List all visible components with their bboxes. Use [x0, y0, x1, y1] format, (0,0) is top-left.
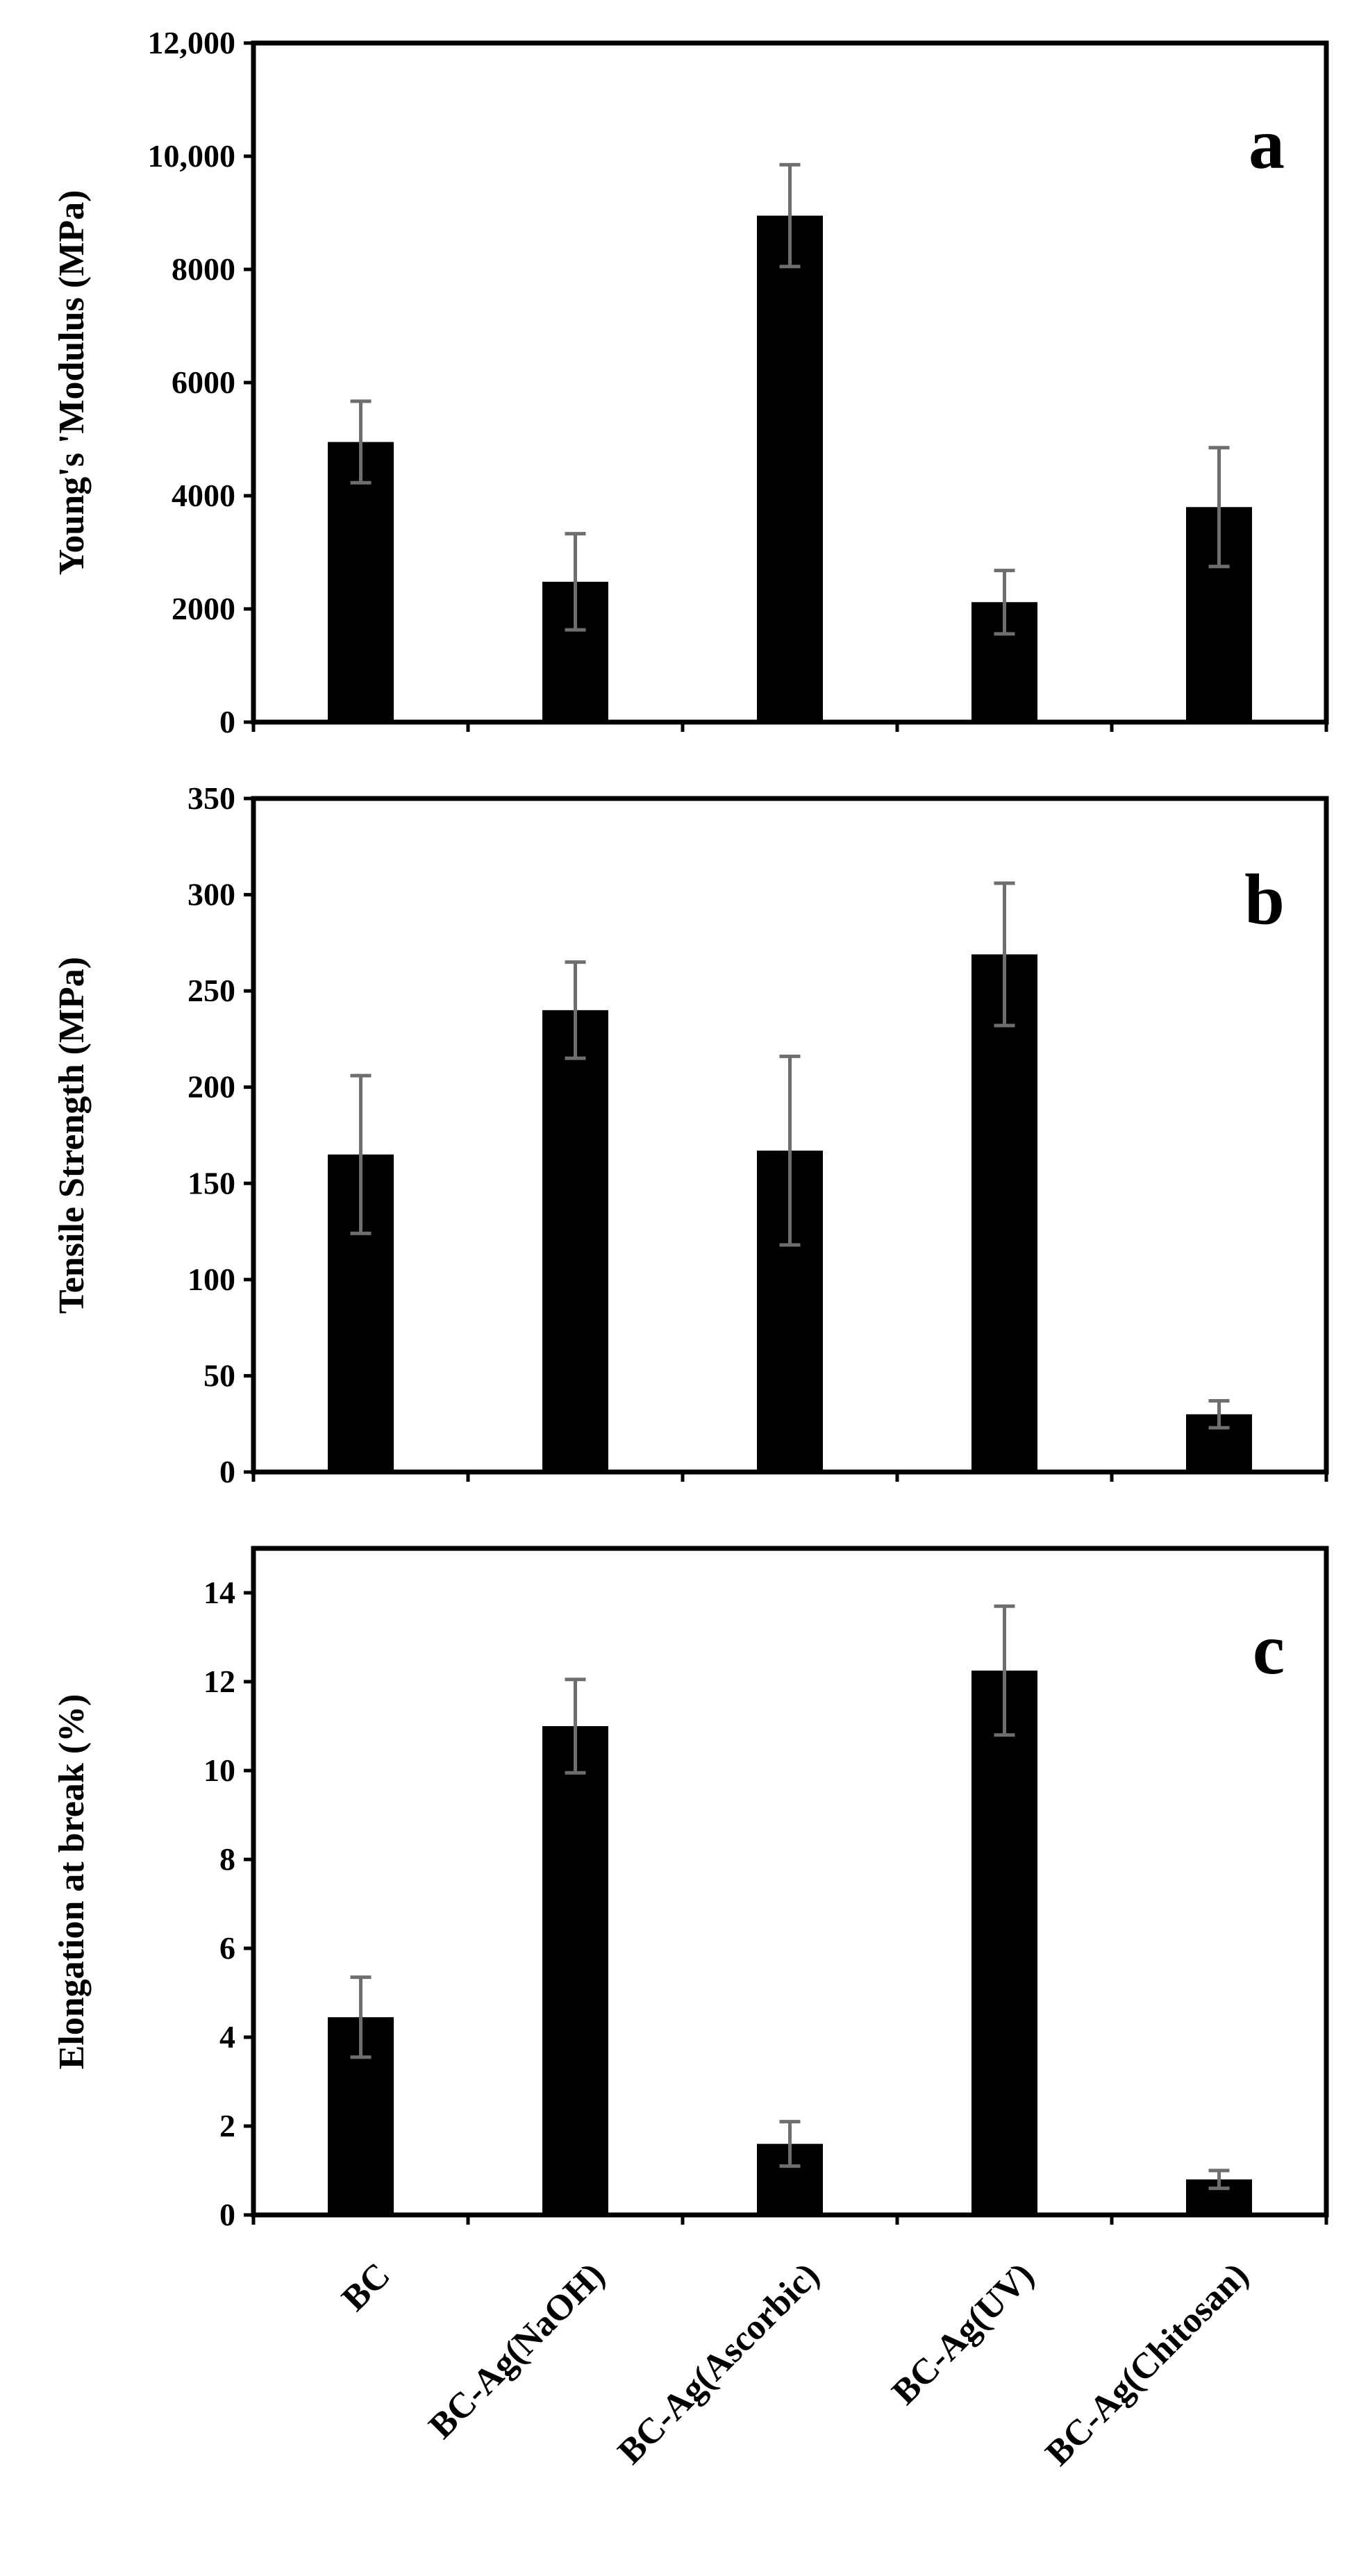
- chart-panel-a: 0 2000 4000 6000 8000 10,000 12,000 a Young's 'M…: [52, 25, 1329, 739]
- y-tick-label: 14: [203, 1575, 235, 1610]
- error-bar-b-2: [779, 1054, 801, 1247]
- error-bar-c-2: [779, 2120, 801, 2168]
- error-bar-c-1: [565, 1678, 586, 1775]
- bar-b-1: [542, 1010, 608, 1472]
- error-bar-a-4: [1208, 446, 1230, 569]
- y-axis-title-c: Elongation at break (%): [52, 1694, 92, 2070]
- y-axis-title-b: Tensile Strength (MPa): [52, 957, 92, 1314]
- y-tick-label: 300: [187, 877, 235, 912]
- y-tick-label: 250: [187, 973, 235, 1008]
- error-bar-c-3: [994, 1604, 1015, 1737]
- error-bar-b-0: [350, 1073, 372, 1235]
- error-bar-a-3: [994, 569, 1015, 636]
- error-bar-a-1: [565, 532, 586, 632]
- y-tick-label: 0: [219, 1454, 235, 1489]
- y-tick-label: 8: [219, 1841, 235, 1877]
- error-bar-b-3: [994, 881, 1015, 1028]
- y-tick-label: 150: [187, 1165, 235, 1201]
- y-tick-label: 8000: [172, 251, 235, 287]
- y-tick-label: 4000: [172, 478, 235, 513]
- y-tick-label: 10: [203, 1753, 235, 1788]
- bar-a-0: [328, 442, 394, 722]
- y-tick-label: 12,000: [148, 25, 236, 60]
- y-tick-label: 350: [187, 780, 235, 816]
- y-tick-label: 50: [203, 1357, 235, 1393]
- error-bar-a-2: [779, 162, 801, 269]
- bar-a-2: [757, 215, 823, 722]
- y-tick-label: 2000: [172, 591, 235, 626]
- error-bar-c-0: [350, 1975, 372, 2059]
- y-tick-label: 100: [187, 1262, 235, 1297]
- y-tick-label: 0: [219, 704, 235, 739]
- bar-c-1: [542, 1726, 608, 2215]
- y-tick-label: 2: [219, 2108, 235, 2143]
- error-bar-b-1: [565, 960, 586, 1060]
- bar-c-3: [971, 1671, 1037, 2215]
- error-bar-c-4: [1208, 2168, 1230, 2191]
- panel-label-c: c: [1253, 1609, 1285, 1689]
- bar-b-3: [971, 954, 1037, 1472]
- y-tick-label: 6: [219, 1930, 235, 1966]
- error-bar-b-4: [1208, 1398, 1230, 1430]
- y-tick-label: 0: [219, 2197, 235, 2232]
- panel-label-a: a: [1249, 104, 1285, 184]
- y-tick-label: 4: [219, 2019, 235, 2055]
- error-bar-a-0: [350, 399, 372, 485]
- y-tick-label: 12: [203, 1664, 235, 1699]
- y-tick-label: 6000: [172, 365, 235, 400]
- y-tick-label: 200: [187, 1069, 235, 1105]
- chart-panel-b: 0 50 100 150 200 250 300 350 b Tensile Strength (…: [52, 780, 1329, 1489]
- y-tick-label: 10,000: [148, 138, 236, 174]
- panel-label-b: b: [1244, 860, 1285, 939]
- y-axis-title-a: Young's 'Modulus (MPa): [52, 190, 92, 576]
